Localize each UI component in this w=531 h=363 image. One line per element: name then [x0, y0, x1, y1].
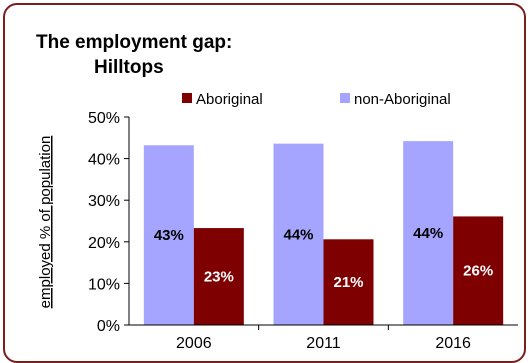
chart-title-line1: The employment gap:: [36, 32, 232, 53]
y-tick-label: 50%: [88, 110, 120, 127]
y-tick-label: 40%: [88, 152, 120, 169]
bar-aboriginal: [453, 216, 504, 325]
x-axis: 2006 2011 2016: [129, 324, 518, 351]
legend-label-aboriginal: Aboriginal: [196, 91, 263, 108]
data-labels: 43% 23% 44% 21% 44% 26%: [154, 225, 493, 291]
y-axis-label: employed % of population: [37, 136, 54, 309]
y-axis: 0% 10% 20% 30% 40% 50%: [88, 110, 130, 335]
data-label-aboriginal: 21%: [333, 274, 363, 291]
legend-swatch-non-aboriginal: [340, 93, 350, 103]
bars: [143, 141, 504, 325]
bar-chart: The employment gap: Hilltops Aboriginal …: [36, 32, 518, 351]
y-tick-label: 10%: [88, 276, 120, 293]
data-label-non-aboriginal: 44%: [283, 226, 313, 243]
y-tick-label: 0%: [97, 318, 120, 335]
x-tick-label: 2011: [306, 335, 341, 351]
bar-aboriginal: [323, 239, 374, 325]
bar-non-aboriginal: [143, 145, 194, 325]
legend-swatch-aboriginal: [182, 93, 192, 103]
data-label-non-aboriginal: 44%: [413, 225, 443, 242]
bar-non-aboriginal: [273, 143, 324, 325]
data-label-aboriginal: 26%: [463, 263, 493, 280]
data-label-aboriginal: 23%: [204, 269, 234, 286]
y-tick-label: 20%: [88, 235, 120, 252]
bar-aboriginal: [193, 228, 244, 325]
y-tick-label: 30%: [88, 193, 120, 210]
data-label-non-aboriginal: 43%: [154, 227, 184, 244]
chart-title-line2: Hilltops: [94, 57, 164, 78]
x-tick-label: 2016: [435, 335, 471, 351]
x-tick-label: 2006: [176, 335, 212, 351]
bar-non-aboriginal: [403, 141, 454, 325]
legend-label-non-aboriginal: non-Aboriginal: [354, 91, 451, 108]
legend: Aboriginal non-Aboriginal: [182, 91, 451, 108]
